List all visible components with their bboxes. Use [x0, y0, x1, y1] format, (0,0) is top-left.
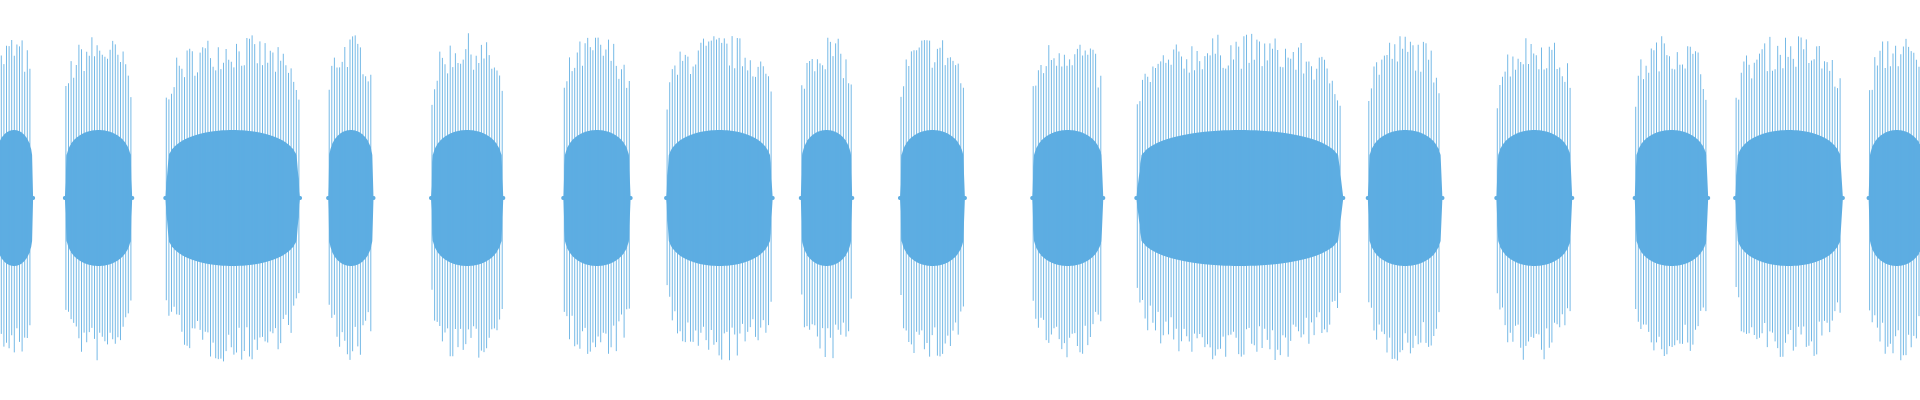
waveform-endpoint: [1570, 196, 1575, 200]
waveform-endpoint: [429, 196, 434, 200]
waveform-peaks: [1735, 36, 1841, 357]
waveform-endpoint: [371, 196, 376, 200]
waveform-endpoint: [850, 196, 855, 200]
waveform-endpoint: [1494, 196, 1499, 200]
waveform-body: [64, 130, 133, 266]
waveform-peaks: [666, 36, 772, 361]
waveform-endpoint: [501, 196, 506, 200]
waveform-peaks: [801, 37, 852, 359]
waveform-endpoint: [298, 196, 302, 200]
waveform-peaks: [1869, 38, 1920, 361]
waveform-endpoint: [163, 196, 168, 200]
waveform-peaks: [563, 37, 630, 354]
waveform-endpoint: [1840, 196, 1845, 200]
waveform-endpoint: [130, 196, 135, 200]
waveform-peaks: [1635, 36, 1707, 356]
waveform-peaks: [900, 40, 964, 357]
waveform-endpoint: [798, 196, 803, 200]
waveform-endpoint: [561, 196, 566, 200]
waveform-body: [328, 130, 374, 266]
waveform-endpoint: [1341, 196, 1346, 200]
waveform-peaks: [1032, 44, 1102, 358]
waveform-endpoint: [664, 196, 669, 200]
waveform-endpoint: [962, 196, 967, 200]
waveform-endpoint: [628, 196, 633, 200]
waveform-endpoint: [1101, 196, 1106, 200]
waveform-peaks: [1136, 33, 1341, 360]
waveform-endpoint: [31, 196, 36, 200]
waveform-endpoint: [1030, 196, 1035, 200]
waveform-peaks: [1368, 36, 1440, 361]
waveform-body: [1136, 130, 1344, 266]
waveform-body: [1868, 130, 1920, 266]
waveform-body: [431, 130, 504, 266]
waveform-body: [563, 130, 631, 266]
waveform-endpoint: [1866, 196, 1871, 200]
waveform-endpoint: [1440, 196, 1445, 200]
waveform-endpoint: [1365, 196, 1370, 200]
waveform-body: [800, 130, 853, 266]
waveform-body: [165, 130, 300, 266]
waveform-endpoint: [1134, 196, 1139, 200]
waveform-endpoint: [770, 196, 775, 200]
waveform-peaks: [1496, 38, 1571, 360]
waveform-endpoint: [326, 196, 331, 200]
waveform-endpoint: [62, 196, 67, 200]
waveform-endpoint: [1706, 196, 1711, 200]
waveform-endpoint: [898, 196, 902, 200]
waveform-endpoint: [1733, 196, 1738, 200]
waveform-endpoint: [1632, 196, 1637, 200]
waveform-peaks: [0, 40, 31, 353]
